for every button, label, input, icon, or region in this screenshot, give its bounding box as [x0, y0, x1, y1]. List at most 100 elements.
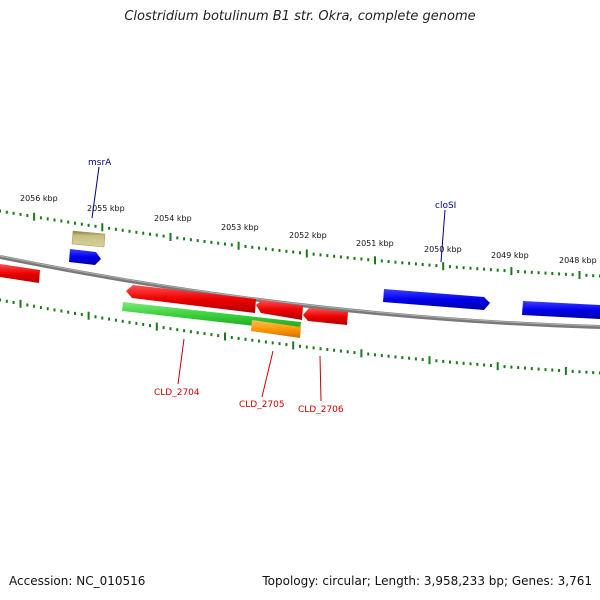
ruler-minor-tick [339, 255, 342, 259]
ruler-minor-tick [53, 308, 56, 312]
ruler-minor-tick [483, 363, 486, 367]
ruler-minor-tick [278, 249, 281, 252]
ruler-minor-tick [39, 306, 42, 309]
ruler-minor-tick [387, 354, 390, 358]
ruler-minor-tick [367, 258, 370, 262]
ruler-minor-tick [326, 254, 329, 258]
ruler-major-tick [578, 271, 581, 279]
feature-cld2705-red[interactable] [256, 300, 303, 320]
ruler-minor-tick [449, 360, 451, 364]
ruler-minor-tick [128, 320, 131, 324]
ruler-minor-tick [121, 228, 124, 232]
ruler-minor-tick [476, 362, 479, 366]
ruler-minor-tick [114, 227, 117, 231]
feature-msrA-gene[interactable] [69, 249, 101, 265]
leader-line-cld2704 [177, 338, 185, 385]
ruler-minor-tick [449, 265, 451, 269]
ruler-minor-tick [203, 332, 206, 336]
ruler-minor-tick [333, 348, 336, 352]
ruler-minor-tick [278, 342, 281, 346]
gene-label-cld2704[interactable]: CLD_2704 [154, 388, 200, 398]
gene-label-cloSI[interactable]: cloSI [435, 201, 456, 211]
ruler-minor-tick [264, 340, 267, 344]
ruler-minor-tick [462, 361, 465, 365]
ruler-minor-tick [421, 358, 424, 362]
ruler-major-tick [496, 362, 499, 371]
ruler-minor-tick [60, 219, 63, 223]
ruler-minor-tick [551, 272, 554, 275]
ruler-minor-tick [155, 233, 158, 237]
ruler-minor-tick [176, 328, 179, 332]
ruler-major-tick [374, 256, 376, 265]
ruler-minor-tick [26, 214, 29, 218]
feature-left-red-gene[interactable] [0, 264, 40, 283]
feature-msrA-khaki[interactable] [71, 230, 106, 248]
ruler-minor-tick [121, 319, 124, 323]
ruler-minor-tick [162, 234, 165, 238]
feature-cloSI-gene[interactable] [383, 289, 490, 310]
ruler-minor-tick [230, 336, 233, 339]
ruler-upper [0, 209, 600, 279]
ruler-minor-tick [299, 251, 301, 255]
ruler-minor-tick [299, 344, 301, 348]
gene-label-cld2705[interactable]: CLD_2705 [239, 400, 285, 410]
feature-cld2705-orange[interactable] [251, 320, 301, 338]
ruler-major-tick [224, 332, 226, 341]
ruler-minor-tick [537, 271, 540, 275]
ruler-minor-tick [374, 353, 376, 357]
ruler-label: 2056 kbp [20, 194, 58, 203]
gene-label-msrA[interactable]: msrA [88, 158, 112, 168]
ruler-minor-tick [319, 347, 322, 351]
ruler-minor-tick [237, 336, 240, 340]
ruler-minor-tick [135, 321, 138, 325]
ruler-minor-tick [517, 270, 520, 273]
feature-cld2706-red[interactable] [303, 308, 348, 325]
genome-summary-text: Topology: circular; Length: 3,958,233 bp… [262, 574, 592, 588]
ruler-minor-tick [353, 256, 356, 260]
ruler-minor-tick [67, 310, 70, 314]
ruler-minor-tick [217, 334, 220, 338]
ruler-label: 2052 kbp [289, 231, 327, 240]
ruler-minor-tick [469, 362, 472, 366]
ruler-minor-tick [203, 240, 206, 243]
ruler-minor-tick [224, 242, 226, 246]
ruler-minor-tick [251, 338, 254, 342]
ruler-minor-tick [353, 351, 356, 355]
ruler-minor-tick [189, 238, 192, 242]
ruler-minor-tick [196, 239, 199, 243]
ruler-minor-tick [271, 341, 274, 345]
accession-text: Accession: NC_010516 [9, 574, 146, 588]
ruler-minor-tick [428, 263, 431, 267]
feature-right-blue-gene[interactable] [522, 301, 600, 319]
ruler-minor-tick [544, 271, 547, 275]
feature-cld2704-red[interactable] [126, 285, 256, 313]
ruler-minor-tick [564, 272, 567, 276]
ruler-minor-tick [571, 369, 574, 373]
ruler-minor-tick [558, 369, 561, 372]
ruler-major-tick [292, 341, 295, 350]
ruler-minor-tick [210, 240, 213, 244]
ruler-label: 2050 kbp [424, 245, 462, 254]
ruler-minor-tick [312, 346, 315, 350]
ruler-label: 2055 kbp [87, 204, 125, 213]
genome-backbone [0, 255, 600, 329]
ruler-minor-tick [571, 273, 574, 277]
ruler-major-tick [360, 349, 363, 358]
ruler-minor-tick [80, 313, 83, 316]
gene-label-cld2706[interactable]: CLD_2706 [298, 405, 344, 415]
ruler-minor-tick [408, 356, 411, 360]
ruler-minor-tick [244, 337, 247, 341]
ruler-minor-tick [394, 355, 397, 359]
ruler-minor-tick [12, 211, 15, 215]
ruler-minor-tick [12, 301, 15, 304]
leader-line-msrA [91, 166, 100, 219]
ruler-minor-tick [503, 365, 506, 369]
ruler-lower [0, 298, 600, 375]
ruler-minor-tick [74, 221, 76, 225]
ruler-minor-tick [149, 324, 151, 328]
ruler-minor-tick [53, 218, 56, 222]
ruler-minor-tick [558, 272, 561, 276]
ruler-minor-tick [142, 323, 145, 326]
ruler-minor-tick [537, 367, 540, 371]
ruler-minor-tick [414, 262, 417, 266]
